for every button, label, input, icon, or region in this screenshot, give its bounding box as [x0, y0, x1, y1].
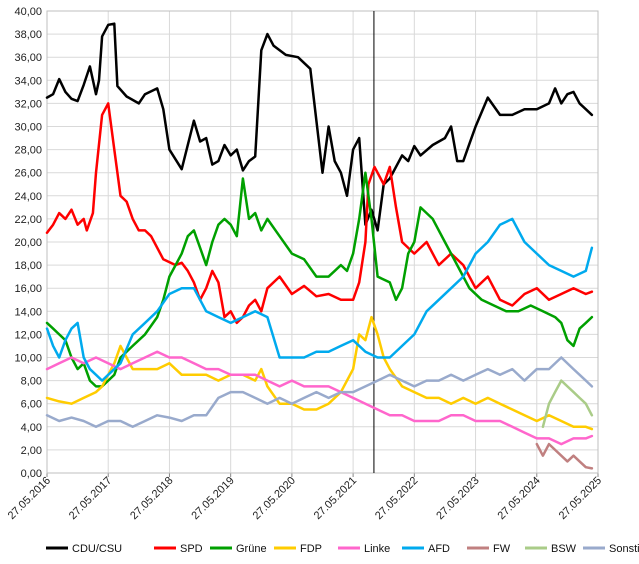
- series-line-bsw: [541, 379, 594, 429]
- y-tick-label: 32,00: [14, 98, 42, 110]
- series-line-fdp: [45, 315, 594, 431]
- legend-label: AFD: [428, 543, 450, 555]
- series-line-afd: [45, 217, 594, 382]
- series-line-linke: [45, 350, 594, 446]
- legend-item: SPD: [154, 543, 203, 555]
- legend-item: AFD: [402, 543, 450, 555]
- y-tick-label: 28,00: [14, 145, 42, 157]
- legend-item: Grüne: [210, 543, 267, 555]
- series-line-spd: [45, 102, 594, 325]
- series-lines: [45, 22, 594, 470]
- y-tick-label: 18,00: [14, 260, 42, 272]
- y-tick-label: 16,00: [14, 283, 42, 295]
- y-tick-label: 14,00: [14, 306, 42, 318]
- legend-label: Linke: [364, 543, 390, 555]
- y-tick-label: 38,00: [14, 29, 42, 41]
- legend-item: FW: [467, 543, 511, 555]
- series-line-sonstige: [45, 356, 594, 429]
- y-tick-label: 2,00: [21, 445, 42, 457]
- legend-label: Sonstige: [609, 543, 639, 555]
- series-line-fw: [535, 442, 594, 470]
- plot-area-border: [46, 10, 599, 474]
- series-line-cdu-csu: [45, 22, 594, 232]
- legend-item: FDP: [274, 543, 322, 555]
- y-tick-label: 22,00: [14, 214, 42, 226]
- y-tick-label: 12,00: [14, 329, 42, 341]
- y-axis-tick-labels: 0,00 2,00 4,00 6,00 8,00 10,00 12,00 14,00 16,00…: [14, 6, 42, 480]
- legend-item: BSW: [525, 543, 577, 555]
- legend-item: Linke: [338, 543, 390, 555]
- legend-label: CDU/CSU: [72, 543, 122, 555]
- y-tick-label: 8,00: [21, 376, 42, 388]
- legend-label: SPD: [180, 543, 203, 555]
- legend-item: CDU/CSU: [46, 543, 122, 555]
- y-tick-label: 4,00: [21, 422, 42, 434]
- legend-label: BSW: [551, 543, 577, 555]
- y-tick-label: 0,00: [21, 468, 42, 480]
- legend-item: Sonstige: [583, 543, 639, 555]
- y-tick-label: 40,00: [14, 6, 42, 18]
- legend-label: FDP: [300, 543, 322, 555]
- legend: CDU/CSU SPD Grüne FDP Linke AFD FW BSW Sonstige: [46, 543, 639, 555]
- y-tick-label: 34,00: [14, 75, 42, 87]
- y-tick-label: 26,00: [14, 168, 42, 180]
- y-tick-label: 30,00: [14, 122, 42, 134]
- y-tick-label: 24,00: [14, 191, 42, 203]
- legend-label: Grüne: [236, 543, 267, 555]
- y-tick-label: 10,00: [14, 353, 42, 365]
- legend-label: FW: [493, 543, 511, 555]
- y-tick-label: 20,00: [14, 237, 42, 249]
- y-tick-label: 36,00: [14, 52, 42, 64]
- y-tick-label: 6,00: [21, 399, 42, 411]
- plot-frame: [46, 10, 599, 474]
